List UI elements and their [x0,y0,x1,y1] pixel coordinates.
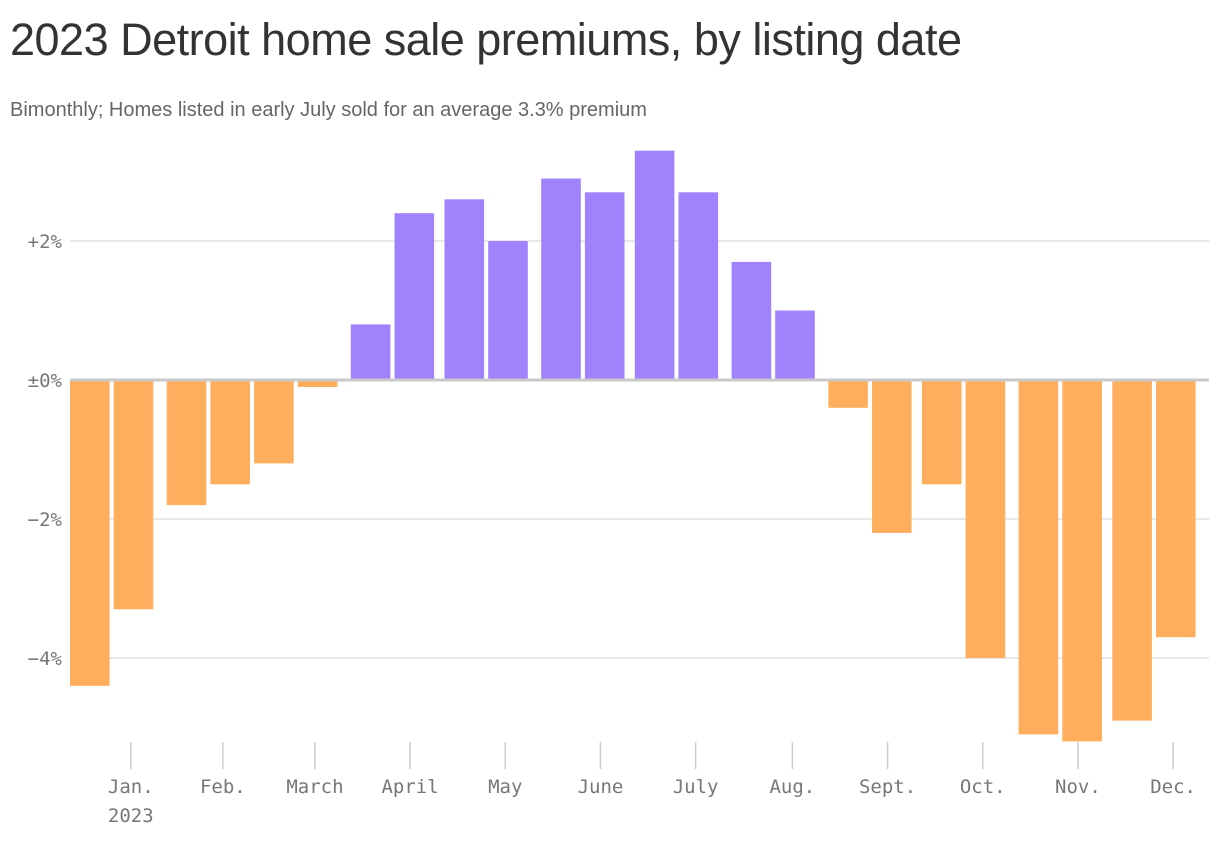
y-tick-label: −4% [28,648,63,670]
bar [254,380,294,464]
bar [775,310,815,380]
bar [1062,380,1102,742]
x-tick-label: Jan. [108,776,154,798]
x-tick-label: Sept. [859,776,916,798]
bar [394,213,435,380]
bar [70,380,110,686]
bar [584,192,625,380]
x-tick-label: March [286,776,343,798]
x-tick-label: April [381,776,438,798]
x-tick-label: Aug. [769,776,815,798]
bar [1018,380,1059,735]
y-tick-label: −2% [28,509,63,531]
x-tick-label: Dec. [1150,776,1196,798]
bar [350,324,391,380]
chart-subtitle: Bimonthly; Homes listed in early July so… [10,99,647,121]
bar [166,380,207,506]
bar [113,380,154,610]
x-tick-label: Oct. [960,776,1006,798]
bar [541,178,581,380]
bar [872,380,912,533]
bar [1156,380,1196,638]
chart-title: 2023 Detroit home sale premiums, by list… [10,14,962,65]
x-tick-label: July [673,776,719,798]
bar [828,380,868,408]
bar [731,261,772,380]
bar [210,380,250,485]
bar [488,241,528,380]
bar [634,150,675,380]
y-axis-labels: +2% ±0% −2% −4% [28,231,63,670]
bar [965,380,1006,658]
x-axis: Jan. 2023 Feb. March April May June July Aug. Sep… [108,742,1196,827]
bar [678,192,719,380]
y-tick-label: +2% [28,231,63,253]
bar [444,199,485,380]
x-year-label: 2023 [108,805,154,827]
x-tick-label: June [578,776,624,798]
bars [70,150,1196,742]
x-tick-label: Feb. [200,776,246,798]
x-tick-label: May [488,776,522,798]
bar [1112,380,1152,721]
y-tick-label: ±0% [28,370,63,392]
x-tick-label: Nov. [1055,776,1101,798]
bar [297,380,338,387]
bar [921,380,962,485]
